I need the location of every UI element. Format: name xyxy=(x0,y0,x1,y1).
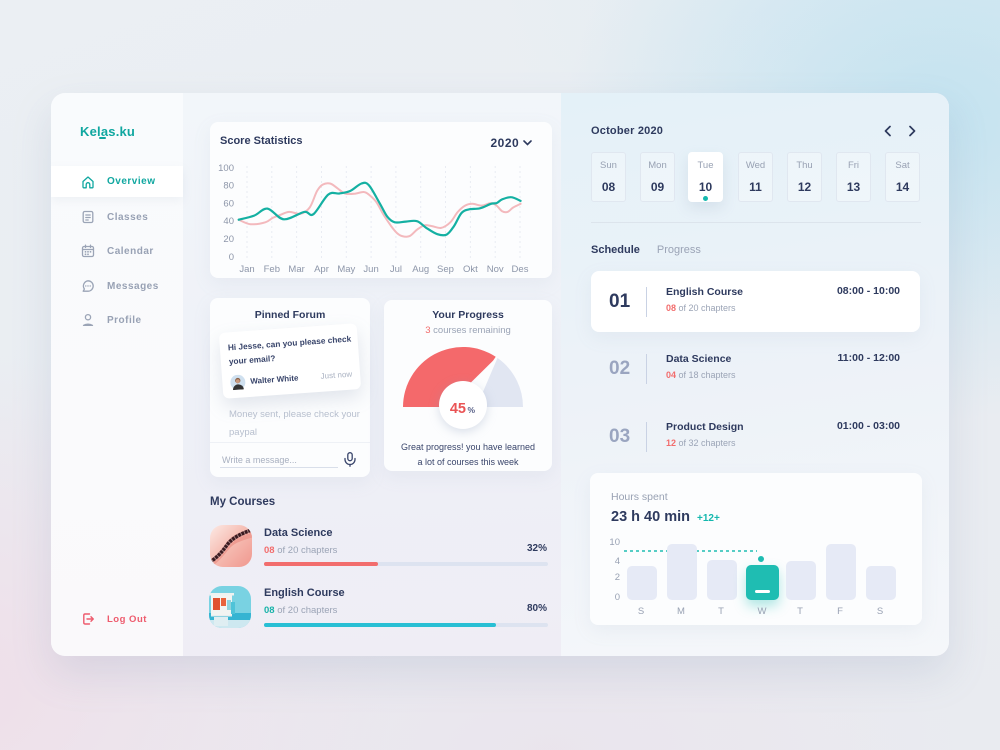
svg-text:45: 45 xyxy=(450,401,466,417)
svg-text:100: 100 xyxy=(218,163,234,174)
svg-text:Jan: Jan xyxy=(239,264,254,275)
svg-text:Nov: Nov xyxy=(487,264,504,275)
svg-text:Apr: Apr xyxy=(314,264,329,275)
svg-text:Sep: Sep xyxy=(437,264,454,275)
svg-text:Jun: Jun xyxy=(363,264,378,275)
svg-text:40: 40 xyxy=(223,216,234,227)
svg-text:Jul: Jul xyxy=(390,264,402,275)
svg-text:0: 0 xyxy=(229,252,234,263)
svg-text:60: 60 xyxy=(223,199,234,210)
svg-text:Aug: Aug xyxy=(412,264,429,275)
svg-text:Mar: Mar xyxy=(288,264,304,275)
svg-text:20: 20 xyxy=(223,234,234,245)
svg-text:80: 80 xyxy=(223,181,234,192)
svg-text:Okt: Okt xyxy=(463,264,478,275)
svg-text:%: % xyxy=(468,405,476,415)
svg-text:May: May xyxy=(337,264,355,275)
svg-text:Feb: Feb xyxy=(264,264,280,275)
svg-text:Des: Des xyxy=(512,264,529,275)
